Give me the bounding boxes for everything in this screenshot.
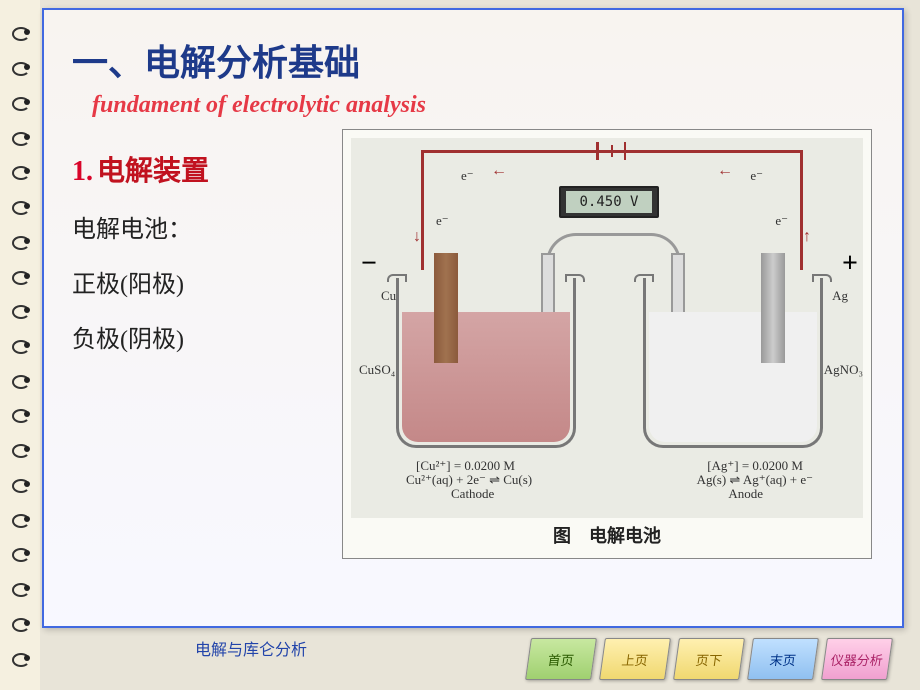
cathode-sign: −: [361, 248, 377, 280]
left-text-column: 1. 电解装置 电解电池： 正极(阳极) 负极(阴极): [72, 139, 322, 559]
anode-sign: +: [842, 248, 858, 280]
electrolysis-diagram: ← ← ↓ ↑ e⁻ e⁻ e⁻ e⁻ 0.450 V − +: [342, 129, 872, 559]
electron-label: e⁻: [436, 213, 449, 229]
electron-label: e⁻: [461, 168, 474, 184]
nav-bar: 首页 上页 页下 末页 仪器分析: [528, 638, 890, 680]
section-title: 电解装置: [97, 155, 209, 186]
arrow-icon: ←: [717, 162, 733, 180]
cu-electrode: [434, 253, 458, 363]
arrow-icon: ←: [491, 162, 507, 180]
beaker-left: [396, 278, 576, 448]
wire-left: [421, 150, 424, 270]
nav-first-button[interactable]: 首页: [525, 638, 597, 680]
ag-label: Ag: [832, 288, 848, 304]
cuso4-solution: [402, 312, 570, 442]
electron-label: e⁻: [750, 168, 763, 184]
ag-electrode: [761, 253, 785, 363]
agno3-solution: [649, 312, 817, 442]
nav-last-button[interactable]: 末页: [747, 638, 819, 680]
cathode-label: Cathode: [451, 486, 494, 502]
main-title: 一、电解分析基础: [72, 34, 874, 86]
wire-right: [800, 150, 803, 270]
cu-label: Cu: [381, 288, 396, 304]
voltmeter: 0.450 V: [559, 186, 659, 218]
arrow-icon: ↑: [803, 228, 811, 246]
subtitle: fundament of electrolytic analysis: [92, 92, 874, 119]
nav-tool-button[interactable]: 仪器分析: [821, 638, 893, 680]
body-line-2: 正极(阳极): [72, 264, 322, 299]
slide-frame: 一、电解分析基础 fundament of electrolytic analy…: [42, 8, 904, 628]
nav-prev-button[interactable]: 上页: [599, 638, 671, 680]
footer-note: 电解与库仑分析: [195, 636, 307, 660]
agno3-label: AgNO₃: [824, 362, 863, 378]
beaker-right: [643, 278, 823, 448]
body-line-3: 负极(阴极): [72, 319, 322, 354]
electron-label: e⁻: [775, 213, 788, 229]
diagram-caption: 图 电解电池: [343, 522, 871, 548]
cuso4-label: CuSO₄: [359, 362, 395, 378]
arrow-icon: ↓: [413, 228, 421, 246]
spiral-binding: [0, 0, 40, 690]
nav-next-button[interactable]: 页下: [673, 638, 745, 680]
voltmeter-reading: 0.450 V: [566, 191, 652, 213]
battery-icon: [596, 142, 626, 160]
anode-label: Anode: [728, 486, 763, 502]
body-line-1: 电解电池：: [72, 209, 322, 244]
section-number: 1.: [72, 156, 93, 187]
